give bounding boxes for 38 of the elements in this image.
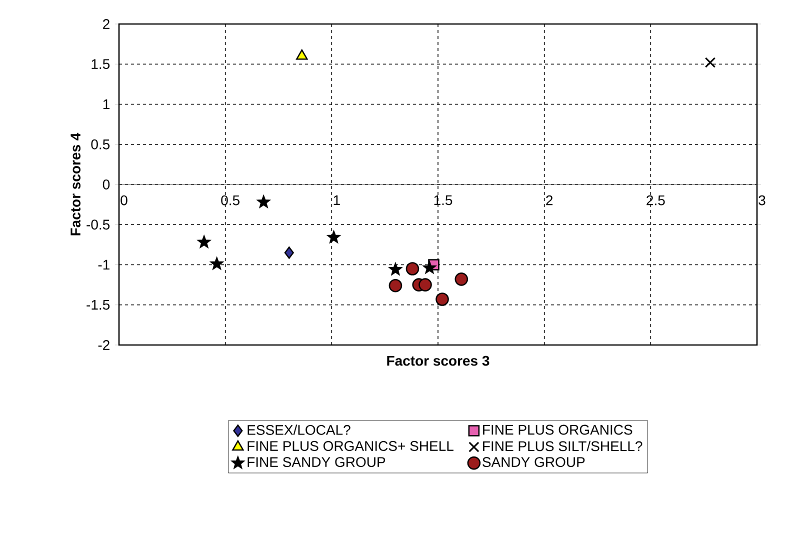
point [210,256,224,270]
y-tick-label: 1 [103,99,110,110]
point [406,262,420,276]
legend-label: FINE PLUS SILT/SHELL? [483,440,642,452]
y-axis-title: Factor scores 4 [70,132,80,236]
y-tick-label: 0.5 [91,139,110,150]
x-tick-label: 0 [120,195,128,206]
point [284,246,294,259]
x-tick-label: 1 [334,195,340,205]
y-tick-label: -2 [98,340,110,350]
legend-label: SANDY GROUP [482,457,585,468]
point [296,49,308,60]
legend-label: ESSEX/LOCAL? [248,424,350,435]
y-tick-label: -0.5 [86,220,110,230]
point [436,292,449,306]
point [418,278,432,292]
point [454,272,468,286]
point [326,230,341,244]
y-tick-label: 1.5 [92,59,110,70]
point [388,262,402,276]
x-tick-label: 1.5 [434,195,452,206]
legend-label: FINE PLUS ORGANICS [483,424,632,435]
point [256,194,271,208]
point [197,234,212,248]
y-tick-label: 2 [103,19,110,29]
y-tick-label: 0 [102,180,110,190]
x-tick-label: 2.5 [646,195,665,206]
x-tick-label: 0.5 [221,195,240,206]
x-tick-label: 2 [546,195,553,206]
point [388,278,402,292]
point [422,260,436,274]
point [704,57,716,68]
legend-label: FINE PLUS ORGANICS+ SHELL [248,441,454,451]
legend-label: FINE SANDY GROUP [248,457,386,468]
x-tick-label: 3 [758,195,766,206]
y-tick-label: -1.5 [86,300,110,310]
x-axis-title: Factor scores 3 [387,356,490,366]
y-tick-label: -1 [98,260,110,270]
